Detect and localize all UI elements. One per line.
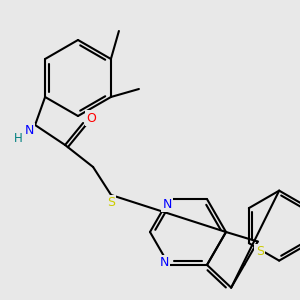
Text: S: S	[107, 196, 115, 209]
Text: S: S	[256, 245, 264, 258]
Text: N: N	[24, 124, 34, 137]
Text: N: N	[159, 256, 169, 269]
Text: O: O	[86, 112, 96, 124]
Text: H: H	[14, 131, 22, 145]
Text: N: N	[162, 198, 172, 211]
